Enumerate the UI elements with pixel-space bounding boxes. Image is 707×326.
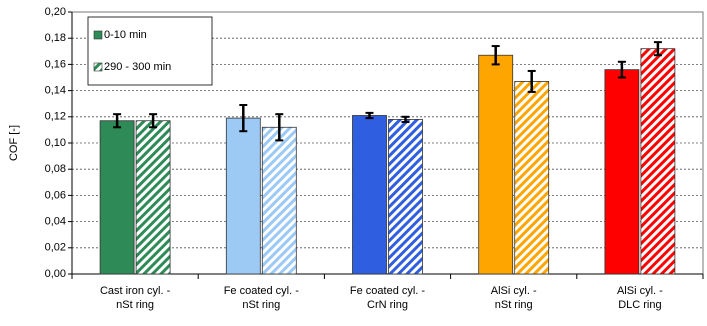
legend-swatch [93, 30, 103, 40]
y-tick-label: 0,00 [45, 268, 66, 280]
y-tick-label: 0,18 [45, 32, 66, 44]
legend-label: 0-10 min [104, 29, 147, 41]
bar [99, 120, 135, 275]
bar [135, 120, 171, 275]
x-tick-label: Cast iron cyl. - [100, 285, 171, 297]
y-axis-label: COF [-] [8, 125, 20, 161]
bar [388, 119, 423, 275]
y-tick-label: 0,08 [45, 163, 66, 175]
x-tick-label: AlSi cyl. - [491, 285, 537, 297]
bar [604, 69, 640, 275]
bar [352, 115, 387, 275]
y-tick-label: 0,04 [45, 216, 66, 228]
legend-swatch [93, 62, 103, 72]
x-tick-label: DLC ring [618, 299, 661, 311]
x-tick-label: Fe coated cyl. - [350, 285, 426, 297]
y-tick-label: 0,16 [45, 58, 66, 70]
x-tick-label: nSt ring [116, 299, 154, 311]
bar [225, 117, 261, 275]
y-tick-label: 0,20 [45, 6, 66, 18]
bar [640, 48, 676, 275]
x-tick-label: AlSi cyl. - [617, 285, 663, 297]
y-tick-label: 0,12 [45, 111, 66, 123]
x-tick-label: CrN ring [367, 299, 408, 311]
bar [478, 54, 514, 275]
bar [514, 81, 550, 275]
legend-label: 290 - 300 min [104, 61, 171, 73]
y-tick-label: 0,14 [45, 85, 66, 97]
y-tick-label: 0,06 [45, 189, 66, 201]
x-tick-label: nSt ring [242, 299, 280, 311]
x-tick-label: nSt ring [495, 299, 533, 311]
bar [261, 126, 297, 275]
legend-box [87, 16, 213, 86]
y-tick-label: 0,10 [45, 137, 66, 149]
x-tick-label: Fe coated cyl. - [224, 285, 300, 297]
y-tick-label: 0,02 [45, 242, 66, 254]
